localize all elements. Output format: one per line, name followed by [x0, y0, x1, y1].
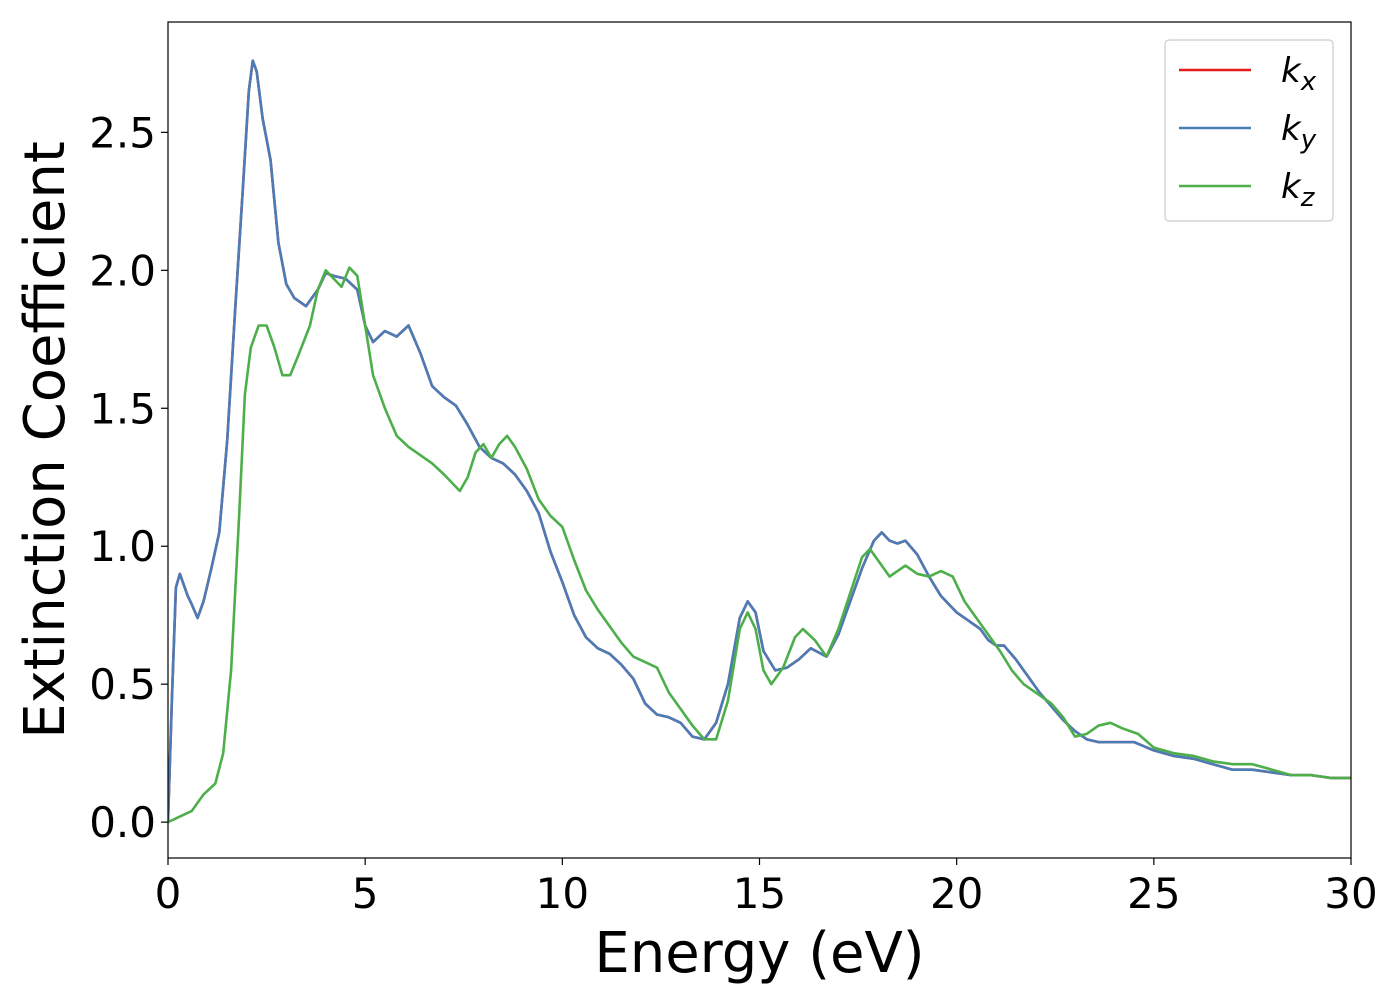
x-tick-label: 0: [155, 869, 182, 918]
x-axis-ticks: 0 5 10 15 20 25 30: [155, 858, 1378, 918]
y-tick-label: 2.0: [89, 246, 156, 295]
legend-box: [1164, 39, 1334, 222]
x-tick-label: 25: [1127, 869, 1180, 918]
y-tick-label: 0.0: [89, 798, 156, 847]
series-line-kz: [168, 266, 1351, 824]
y-tick-label: 0.5: [89, 660, 156, 709]
y-tick-label: 1.5: [89, 384, 156, 433]
legend-label-kx: kx: [1281, 51, 1317, 97]
x-tick-label: 15: [733, 869, 786, 918]
x-tick-label: 5: [352, 869, 379, 918]
x-tick-label: 20: [930, 869, 983, 918]
series-layer: [168, 59, 1351, 824]
y-axis-ticks: 0.0 0.5 1.0 1.5 2.0 2.5: [89, 108, 168, 847]
y-tick-label: 2.5: [89, 108, 156, 157]
y-axis-title: Extinction Coefficient: [13, 141, 78, 739]
legend: kx ky kz: [1164, 39, 1334, 222]
legend-label-ky: ky: [1281, 109, 1317, 155]
x-tick-label: 10: [536, 869, 589, 918]
legend-label-kz: kz: [1281, 167, 1316, 213]
x-axis-title: Energy (eV): [594, 921, 924, 986]
x-tick-label: 30: [1324, 869, 1377, 918]
y-tick-label: 1.0: [89, 522, 156, 571]
